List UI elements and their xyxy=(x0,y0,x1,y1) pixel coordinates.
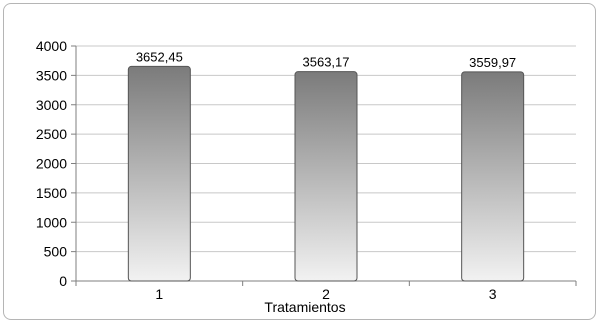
chart-frame: 0 500 1000 1500 2000 2500 3000 3500 4000 3652,45 1… xyxy=(3,3,596,320)
x-tick-label-1: 1 xyxy=(155,286,163,302)
labels: 0 500 1000 1500 2000 2500 3000 3500 4000 3652,45 1… xyxy=(36,38,516,302)
y-tick-label: 1500 xyxy=(36,185,67,201)
bar-3 xyxy=(461,71,525,282)
x-axis-title: Tratamientos xyxy=(264,299,345,315)
x-tick-label-3: 3 xyxy=(489,286,497,302)
y-tick-label: 500 xyxy=(44,244,68,260)
y-tick-label: 3000 xyxy=(36,97,67,113)
data-label-3: 3559,97 xyxy=(469,55,516,70)
y-tick-label: 3500 xyxy=(36,67,67,83)
x-tick-label-2: 2 xyxy=(322,286,330,302)
bar-chart: 0 500 1000 1500 2000 2500 3000 3500 4000 3652,45 1… xyxy=(36,38,577,315)
y-tick-label: 1000 xyxy=(36,214,67,230)
y-tick-label: 4000 xyxy=(36,38,67,54)
data-label-1: 3652,45 xyxy=(136,49,183,64)
bars xyxy=(127,65,525,282)
bar-1 xyxy=(127,65,191,282)
y-tick-label: 2500 xyxy=(36,126,67,142)
y-tick-label: 2000 xyxy=(36,156,67,172)
y-tick-label: 0 xyxy=(59,273,67,289)
bar-2 xyxy=(294,71,358,282)
data-label-2: 3563,17 xyxy=(303,55,350,70)
